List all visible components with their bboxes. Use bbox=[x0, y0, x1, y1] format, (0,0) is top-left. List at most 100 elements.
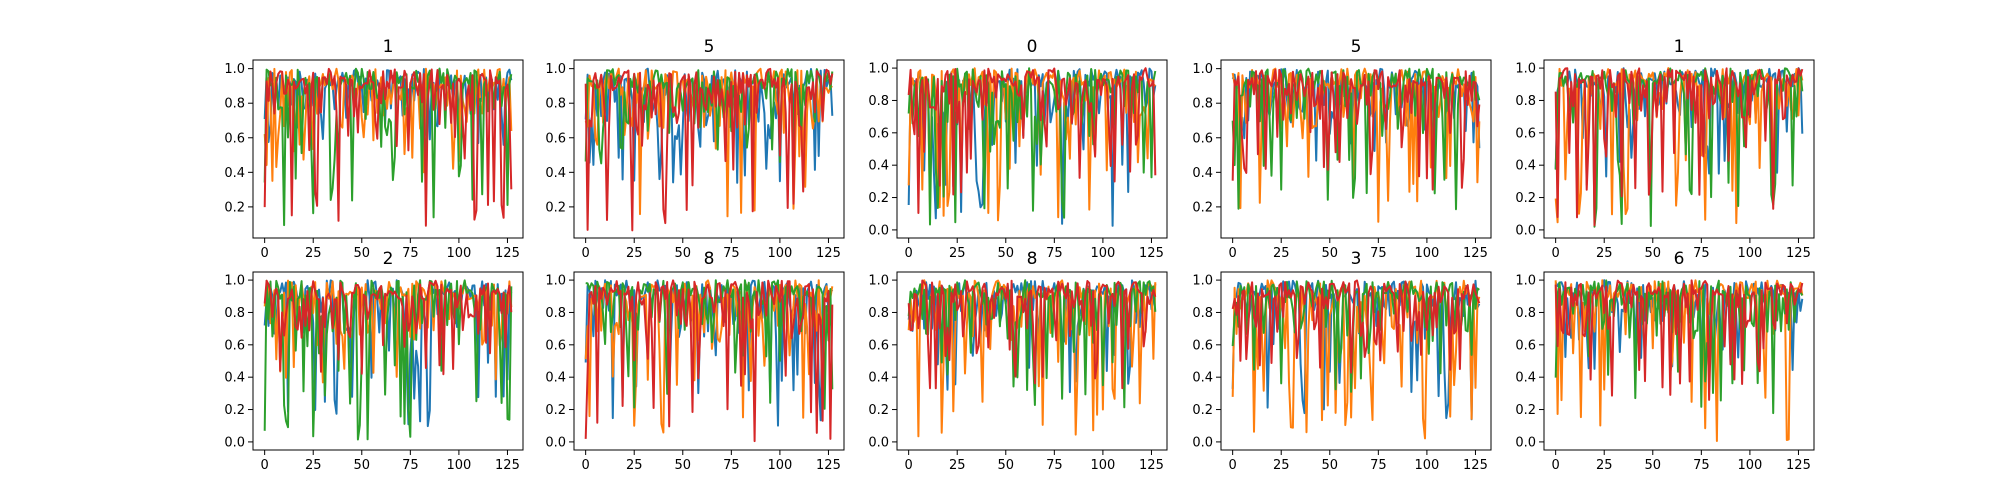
x-tick-label: 125 bbox=[816, 246, 841, 261]
x-tick-label: 25 bbox=[1596, 246, 1613, 261]
series-line-3 bbox=[907, 279, 1157, 409]
axes-frame bbox=[896, 59, 1168, 239]
series-line-3 bbox=[584, 68, 834, 165]
x-tick-label: 25 bbox=[1273, 458, 1290, 473]
y-tick-label: 0.2 bbox=[545, 403, 566, 418]
y-tick-label: 0.8 bbox=[868, 306, 889, 321]
x-tick-label: 0 bbox=[1229, 246, 1237, 261]
x-tick-label: 75 bbox=[723, 246, 740, 261]
subplot-7: 8 0 25 50 75 100 125 0.0 0.2 0.4 0.6 0.8 1.0 bbox=[545, 249, 845, 473]
y-tick-label: 0.2 bbox=[1515, 191, 1536, 206]
x-tick-label: 75 bbox=[1693, 458, 1710, 473]
y-tick-label: 1.0 bbox=[1515, 62, 1536, 77]
x-tick-label: 100 bbox=[1737, 458, 1762, 473]
axes-frame bbox=[1543, 59, 1815, 239]
y-tick-label: 1.0 bbox=[224, 274, 245, 289]
y-tick-label: 1.0 bbox=[868, 62, 889, 77]
y-tick-label: 0.8 bbox=[224, 306, 245, 321]
x-tick-label: 50 bbox=[1645, 458, 1662, 473]
series-line-4 bbox=[1231, 68, 1481, 191]
x-tick-label: 100 bbox=[1090, 458, 1115, 473]
x-tick-label: 0 bbox=[1229, 458, 1237, 473]
axes-frame bbox=[1220, 59, 1492, 239]
x-tick-label: 0 bbox=[261, 246, 269, 261]
x-tick-label: 125 bbox=[1786, 246, 1811, 261]
subplot-title: 1 bbox=[1674, 37, 1685, 57]
x-tick-label: 125 bbox=[816, 458, 841, 473]
x-tick-label: 125 bbox=[1463, 458, 1488, 473]
y-tick-label: 0.6 bbox=[1192, 338, 1213, 353]
y-tick-label: 0.2 bbox=[224, 403, 245, 418]
x-tick-label: 100 bbox=[446, 246, 471, 261]
y-tick-label: 1.0 bbox=[1515, 274, 1536, 289]
axes-frame bbox=[573, 59, 845, 239]
x-tick-label: 25 bbox=[949, 458, 966, 473]
y-tick-label: 0.6 bbox=[545, 131, 566, 146]
y-tick-label: 0.4 bbox=[545, 166, 566, 181]
y-tick-label: 0.4 bbox=[868, 159, 889, 174]
subplot-title: 1 bbox=[383, 37, 394, 57]
x-tick-label: 100 bbox=[1414, 458, 1439, 473]
y-tick-label: 0.2 bbox=[1192, 403, 1213, 418]
y-tick-label: 0.2 bbox=[1515, 403, 1536, 418]
x-tick-label: 100 bbox=[767, 246, 792, 261]
y-tick-label: 0.4 bbox=[1192, 371, 1213, 386]
x-tick-label: 125 bbox=[1786, 458, 1811, 473]
y-tick-label: 1.0 bbox=[545, 274, 566, 289]
y-tick-label: 0.6 bbox=[1192, 131, 1213, 146]
x-tick-label: 0 bbox=[905, 458, 913, 473]
subplot-10: 6 0 25 50 75 100 125 0.0 0.2 0.4 0.6 0.8 1.0 bbox=[1515, 249, 1815, 473]
series-group bbox=[907, 279, 1157, 438]
y-tick-label: 0.0 bbox=[224, 435, 245, 450]
x-tick-label: 0 bbox=[582, 246, 590, 261]
series-group bbox=[1554, 67, 1804, 228]
y-tick-label: 0.8 bbox=[1192, 97, 1213, 112]
series-group bbox=[1231, 67, 1481, 223]
y-tick-label: 0.2 bbox=[545, 200, 566, 215]
x-tick-label: 25 bbox=[1273, 246, 1290, 261]
x-tick-label: 125 bbox=[1463, 246, 1488, 261]
y-tick-label: 0.2 bbox=[868, 403, 889, 418]
x-tick-label: 50 bbox=[675, 458, 692, 473]
y-tick-label: 0.2 bbox=[1192, 200, 1213, 215]
subplot-title: 5 bbox=[1351, 37, 1362, 57]
y-tick-label: 0.0 bbox=[868, 223, 889, 238]
x-tick-label: 0 bbox=[1552, 246, 1560, 261]
y-tick-label: 0.4 bbox=[868, 371, 889, 386]
series-line-4 bbox=[263, 67, 513, 227]
y-tick-label: 0.4 bbox=[1515, 159, 1536, 174]
series-line-4 bbox=[263, 279, 513, 376]
y-tick-label: 1.0 bbox=[545, 62, 566, 77]
subplot-title: 3 bbox=[1351, 249, 1362, 269]
x-tick-label: 100 bbox=[767, 458, 792, 473]
y-tick-label: 0.6 bbox=[868, 338, 889, 353]
subplot-title: 2 bbox=[383, 249, 394, 269]
axes-frame bbox=[573, 271, 845, 451]
x-tick-label: 25 bbox=[1596, 458, 1613, 473]
series-line-4 bbox=[584, 67, 834, 232]
axes-frame bbox=[896, 271, 1168, 451]
y-tick-label: 1.0 bbox=[1192, 62, 1213, 77]
axes-frame bbox=[252, 59, 524, 239]
y-tick-label: 0.4 bbox=[1192, 166, 1213, 181]
y-tick-label: 0.4 bbox=[1515, 371, 1536, 386]
series-group bbox=[263, 279, 513, 441]
x-tick-label: 100 bbox=[1414, 246, 1439, 261]
y-tick-label: 1.0 bbox=[224, 62, 245, 77]
y-tick-label: 0.8 bbox=[545, 306, 566, 321]
y-tick-label: 0.0 bbox=[1515, 435, 1536, 450]
series-line-4 bbox=[907, 279, 1157, 390]
series-line-4 bbox=[1554, 67, 1804, 227]
x-tick-label: 100 bbox=[446, 458, 471, 473]
y-tick-label: 0.4 bbox=[224, 166, 245, 181]
y-tick-label: 0.6 bbox=[1515, 126, 1536, 141]
y-tick-label: 0.6 bbox=[224, 338, 245, 353]
x-tick-label: 75 bbox=[1370, 458, 1387, 473]
series-line-3 bbox=[1231, 67, 1481, 211]
x-tick-label: 100 bbox=[1090, 246, 1115, 261]
series-line-2 bbox=[907, 67, 1156, 222]
x-tick-label: 25 bbox=[626, 246, 643, 261]
y-tick-label: 0.8 bbox=[545, 97, 566, 112]
